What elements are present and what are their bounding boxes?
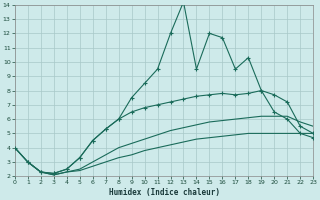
X-axis label: Humidex (Indice chaleur): Humidex (Indice chaleur) (108, 188, 220, 197)
